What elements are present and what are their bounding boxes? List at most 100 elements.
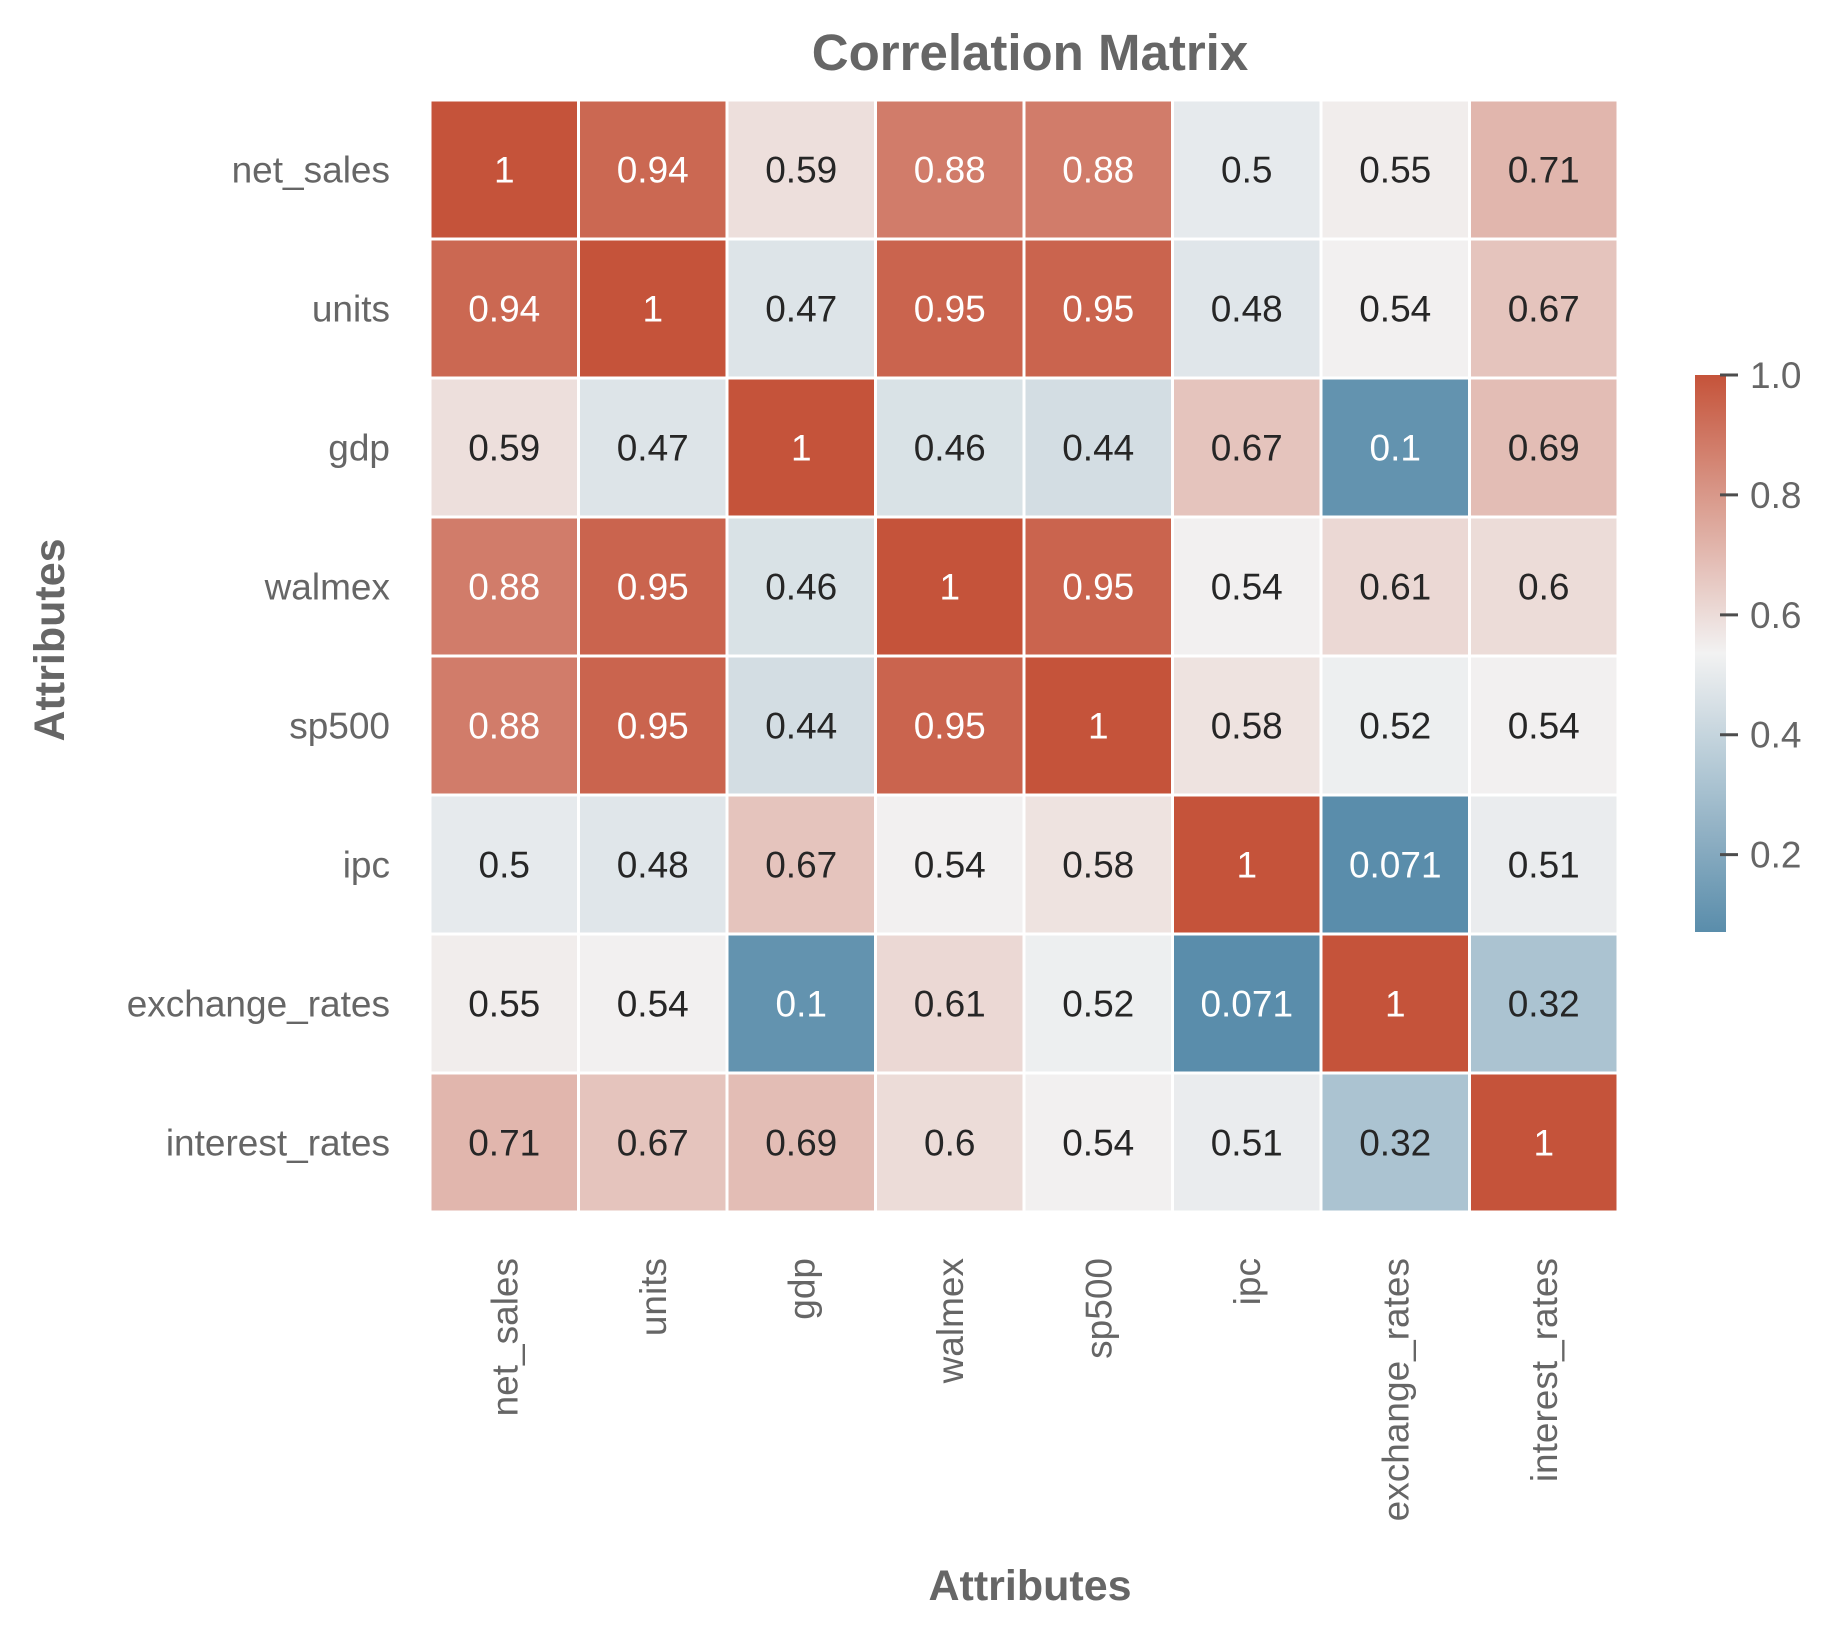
cell-value-label: 0.95: [617, 706, 689, 747]
heatmap-cell: [1022, 376, 1174, 519]
heatmap-cell: [1022, 932, 1174, 1075]
cell-value-label: 0.59: [468, 428, 540, 469]
heatmap-cell: [1468, 1071, 1620, 1214]
heatmap-cell: [1468, 237, 1620, 380]
cell-value-label: 0.59: [765, 150, 837, 191]
heatmap-cell: [577, 98, 729, 241]
cell-value-label: 0.94: [617, 150, 689, 191]
cell-value-label: 0.95: [914, 289, 986, 330]
cell-value-label: 0.94: [468, 289, 540, 330]
cell-value-label: 0.44: [765, 706, 837, 747]
cell-value-label: 0.69: [1508, 428, 1580, 469]
cell-value-label: 1: [1236, 845, 1257, 886]
cell-value-label: 0.6: [1518, 567, 1569, 608]
y-tick-label: sp500: [289, 706, 390, 747]
cell-value-label: 0.52: [1062, 984, 1134, 1025]
y-tick-label: exchange_rates: [127, 984, 390, 1025]
cell-value-label: 1: [791, 428, 812, 469]
cell-value-label: 0.88: [1062, 150, 1134, 191]
cell-value-label: 0.5: [479, 845, 530, 886]
cell-value-label: 1: [1088, 706, 1109, 747]
cell-value-label: 0.54: [1062, 1123, 1134, 1164]
heatmap-cells: [428, 98, 1620, 1214]
heatmap-cell: [1171, 376, 1323, 519]
cell-value-label: 0.71: [1508, 150, 1580, 191]
heatmap-cell: [1468, 376, 1620, 519]
heatmap-cell: [1468, 793, 1620, 936]
cell-value-label: 0.54: [1359, 289, 1431, 330]
heatmap-cell: [874, 654, 1026, 797]
heatmap-cell: [1468, 932, 1620, 1075]
cell-value-label: 0.32: [1508, 984, 1580, 1025]
heatmap-cell: [1171, 1071, 1323, 1214]
heatmap-cell: [428, 1071, 580, 1214]
heatmap-cell: [1319, 793, 1471, 936]
heatmap-cell: [428, 932, 580, 1075]
heatmap-cell: [874, 376, 1026, 519]
heatmap-cell: [1319, 376, 1471, 519]
x-tick-label: interest_rates: [1524, 1258, 1565, 1482]
cell-value-label: 0.46: [914, 428, 986, 469]
heatmap-cell: [1319, 515, 1471, 658]
colorbar-tick-label: 0.2: [1750, 835, 1801, 876]
cell-value-label: 0.48: [1211, 289, 1283, 330]
heatmap-cell: [1022, 1071, 1174, 1214]
cell-value-label: 0.32: [1359, 1123, 1431, 1164]
cell-value-label: 0.51: [1508, 845, 1580, 886]
cell-value-label: 0.5: [1221, 150, 1272, 191]
y-tick-label: ipc: [343, 845, 390, 886]
x-tick-labels: net_sales units gdp walmex sp500 ipc exchange_…: [484, 1258, 1565, 1522]
heatmap-cell: [428, 376, 580, 519]
cell-value-label: 0.61: [1359, 567, 1431, 608]
cell-value-label: 1: [1533, 1123, 1554, 1164]
cell-value-label: 0.54: [914, 845, 986, 886]
heatmap-cell: [1171, 98, 1323, 241]
heatmap-cell: [725, 793, 877, 936]
y-tick-label: gdp: [328, 428, 390, 469]
cell-value-label: 0.58: [1062, 845, 1134, 886]
cell-value-label: 0.88: [468, 567, 540, 608]
heatmap-cell: [1171, 793, 1323, 936]
heatmap-cell: [874, 237, 1026, 380]
cell-value-label: 0.1: [1370, 428, 1421, 469]
cell-value-label: 0.46: [765, 567, 837, 608]
cell-value-label: 0.52: [1359, 706, 1431, 747]
cell-value-label: 0.67: [617, 1123, 689, 1164]
cell-value-label: 1: [939, 567, 960, 608]
y-tick-label: walmex: [264, 567, 391, 608]
y-tick-label: interest_rates: [166, 1123, 390, 1164]
cell-value-label: 0.67: [765, 845, 837, 886]
heatmap-cell: [577, 932, 729, 1075]
heatmap-cell: [1022, 654, 1174, 797]
cell-value-label: 0.54: [1508, 706, 1580, 747]
heatmap-cell: [1171, 237, 1323, 380]
cell-value-label: 0.1: [776, 984, 827, 1025]
heatmap-cell: [725, 515, 877, 658]
cell-value-label: 0.95: [914, 706, 986, 747]
cell-value-label: 0.88: [914, 150, 986, 191]
colorbar-tick-label: 0.8: [1750, 475, 1801, 516]
cell-value-label: 0.6: [924, 1123, 975, 1164]
heatmap-cell: [577, 237, 729, 380]
heatmap-cell-labels: 1 0.94 0.59 0.88 0.88 0.5 0.55 0.71 0.94 1 0.47 0.9…: [468, 150, 1580, 1164]
cell-value-label: 0.55: [468, 984, 540, 1025]
cell-value-label: 0.67: [1508, 289, 1580, 330]
cell-value-label: 0.95: [1062, 567, 1134, 608]
heatmap-cell: [428, 98, 580, 241]
cell-value-label: 0.61: [914, 984, 986, 1025]
cell-value-label: 1: [1385, 984, 1406, 1025]
cell-value-label: 0.54: [1211, 567, 1283, 608]
heatmap-cell: [1022, 515, 1174, 658]
x-tick-label: sp500: [1078, 1258, 1119, 1359]
cell-value-label: 0.47: [765, 289, 837, 330]
cell-value-label: 0.88: [468, 706, 540, 747]
colorbar-tick-label: 0.4: [1750, 715, 1801, 756]
cell-value-label: 0.95: [1062, 289, 1134, 330]
colorbar-tick-label: 0.6: [1750, 595, 1801, 636]
cell-value-label: 0.71: [468, 1123, 540, 1164]
chart-title: Correlation Matrix: [812, 24, 1248, 81]
heatmap-cell: [874, 515, 1026, 658]
